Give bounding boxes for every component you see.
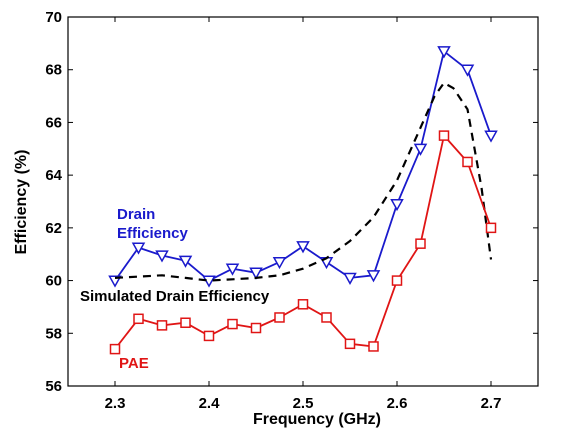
y-axis-label: Efficiency (%) (13, 150, 30, 255)
drain-efficiency-point (343, 272, 357, 285)
y-axis-ticks: 56 58 60 62 64 66 68 70 (45, 9, 538, 395)
pae-point (227, 318, 238, 330)
drain-efficiency-point (178, 255, 193, 268)
x-tick-label: 2.6 (387, 395, 408, 412)
drain-efficiency-point (296, 241, 310, 254)
pae-label: PAE (119, 355, 149, 372)
pae-point (391, 275, 403, 286)
drain-efficiency-point (413, 143, 428, 156)
y-tick-label: 68 (45, 62, 62, 79)
x-tick-label: 2.3 (105, 395, 126, 412)
drain-efficiency-point (155, 250, 169, 263)
drain-efficiency-point (484, 130, 498, 143)
x-axis-ticks: 2.3 2.4 2.5 2.6 2.7 (105, 17, 502, 412)
x-tick-label: 2.7 (481, 395, 502, 412)
pae-point (485, 222, 497, 234)
pae-point (321, 312, 332, 323)
drain-efficiency-point (460, 64, 475, 77)
drain-efficiency-point (249, 267, 263, 280)
series-drain-efficiency (108, 46, 498, 288)
series-simulated-drain-efficiency (114, 81, 493, 282)
pae-point (109, 343, 121, 355)
drain-efficiency-point (131, 242, 146, 255)
simulated-drain-efficiency-line (114, 81, 493, 282)
y-tick-label: 62 (45, 220, 62, 237)
drain-efficiency-label-line1: Drain (117, 206, 155, 223)
drain-efficiency-point (272, 256, 287, 270)
pae-point (274, 312, 285, 323)
simulated-drain-efficiency-label: Simulated Drain Efficiency (80, 288, 270, 305)
pae-point (462, 156, 473, 168)
series-layer (108, 46, 498, 355)
pae-point (297, 299, 309, 310)
y-tick-label: 70 (45, 9, 62, 26)
y-tick-label: 60 (45, 273, 62, 290)
x-axis-label: Frequency (GHz) (253, 411, 381, 428)
pae-point (156, 320, 168, 331)
drain-efficiency-point (437, 46, 451, 59)
drain-efficiency-point (390, 198, 404, 212)
x-tick-label: 2.4 (199, 395, 221, 412)
pae-point (368, 341, 379, 352)
x-tick-label: 2.5 (293, 395, 314, 412)
pae-point (250, 322, 262, 334)
pae-point (415, 238, 426, 249)
y-tick-label: 66 (45, 114, 62, 131)
pae-point (344, 338, 356, 350)
drain-efficiency-label-line2: Efficiency (117, 225, 189, 242)
pae-point (438, 130, 450, 141)
pae-point (203, 330, 215, 342)
drain-efficiency-point (225, 263, 240, 276)
y-tick-label: 56 (45, 378, 62, 395)
y-tick-label: 64 (45, 167, 62, 184)
pae-point (180, 317, 191, 328)
series-pae (109, 130, 497, 355)
pae-point (133, 313, 144, 325)
drain-efficiency-point (366, 270, 381, 283)
y-tick-label: 58 (45, 325, 62, 342)
